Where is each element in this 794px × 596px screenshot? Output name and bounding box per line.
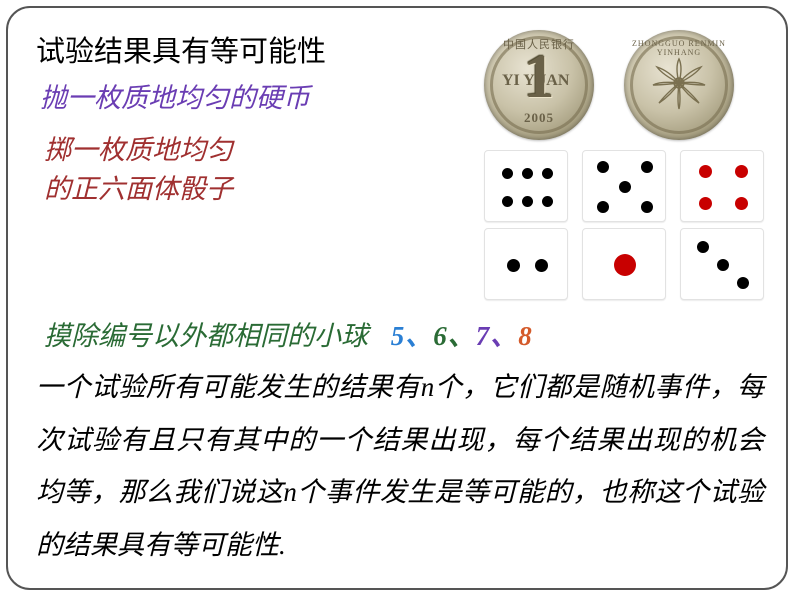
- ball-7: 7、: [476, 321, 519, 351]
- coin-front-yuan: YI YUAN: [502, 72, 569, 90]
- coins: 中国人民银行 1 YI YUAN 2005 ZHONGGUO RENMIN YI…: [484, 22, 764, 140]
- pip: [507, 259, 520, 272]
- pip: [614, 254, 636, 276]
- pip: [542, 168, 553, 179]
- title: 试验结果具有等可能性: [36, 28, 484, 70]
- coin-front-year: 2005: [484, 110, 594, 126]
- ball-8: 8: [518, 321, 533, 351]
- line-dice-2: 的正六面体骰子: [44, 174, 233, 204]
- die-face-1: [582, 228, 666, 300]
- die-face-4: [680, 150, 764, 222]
- line-balls: 摸除编号以外都相同的小球 5、6、7、8: [44, 314, 764, 353]
- line-dice-1: 掷一枚质地均匀: [44, 135, 233, 165]
- die-face-5: [582, 150, 666, 222]
- balls-numbers: 5、6、7、8: [391, 321, 533, 351]
- pip: [535, 259, 548, 272]
- ball-6: 6、: [433, 321, 476, 351]
- line-dice: 掷一枚质地均匀 的正六面体骰子: [44, 131, 484, 209]
- pip: [717, 259, 729, 271]
- dice-grid: [484, 150, 764, 300]
- top-right-visuals: 中国人民银行 1 YI YUAN 2005 ZHONGGUO RENMIN YI…: [484, 22, 764, 300]
- top-left-text: 试验结果具有等可能性 抛一枚质地均匀的硬币 掷一枚质地均匀 的正六面体骰子: [36, 22, 484, 300]
- line-balls-label: 摸除编号以外都相同的小球: [44, 321, 368, 351]
- pip: [502, 168, 513, 179]
- pip: [699, 165, 712, 178]
- pip: [502, 196, 513, 207]
- pip: [697, 241, 709, 253]
- pip: [522, 196, 533, 207]
- pip: [735, 165, 748, 178]
- top-row: 试验结果具有等可能性 抛一枚质地均匀的硬币 掷一枚质地均匀 的正六面体骰子 中国…: [36, 22, 764, 300]
- slide-frame: 试验结果具有等可能性 抛一枚质地均匀的硬币 掷一枚质地均匀 的正六面体骰子 中国…: [6, 6, 788, 590]
- pip: [522, 168, 533, 179]
- pip: [597, 161, 609, 173]
- coin-back: ZHONGGUO RENMIN YINHANG: [624, 30, 734, 140]
- chrysanthemum-icon: [649, 55, 709, 115]
- pip: [737, 277, 749, 289]
- die-face-6: [484, 150, 568, 222]
- pip: [619, 181, 631, 193]
- pip: [641, 201, 653, 213]
- coin-front: 中国人民银行 1 YI YUAN 2005: [484, 30, 594, 140]
- die-face-3: [680, 228, 764, 300]
- pip: [542, 196, 553, 207]
- pip: [699, 197, 712, 210]
- pip: [735, 197, 748, 210]
- ball-5: 5、: [391, 321, 434, 351]
- die-face-2: [484, 228, 568, 300]
- body-paragraph: 一个试验所有可能发生的结果有n个，它们都是随机事件，每次试验有且只有其中的一个结…: [36, 361, 764, 572]
- line-coin: 抛一枚质地均匀的硬币: [40, 76, 484, 115]
- pip: [641, 161, 653, 173]
- pip: [597, 201, 609, 213]
